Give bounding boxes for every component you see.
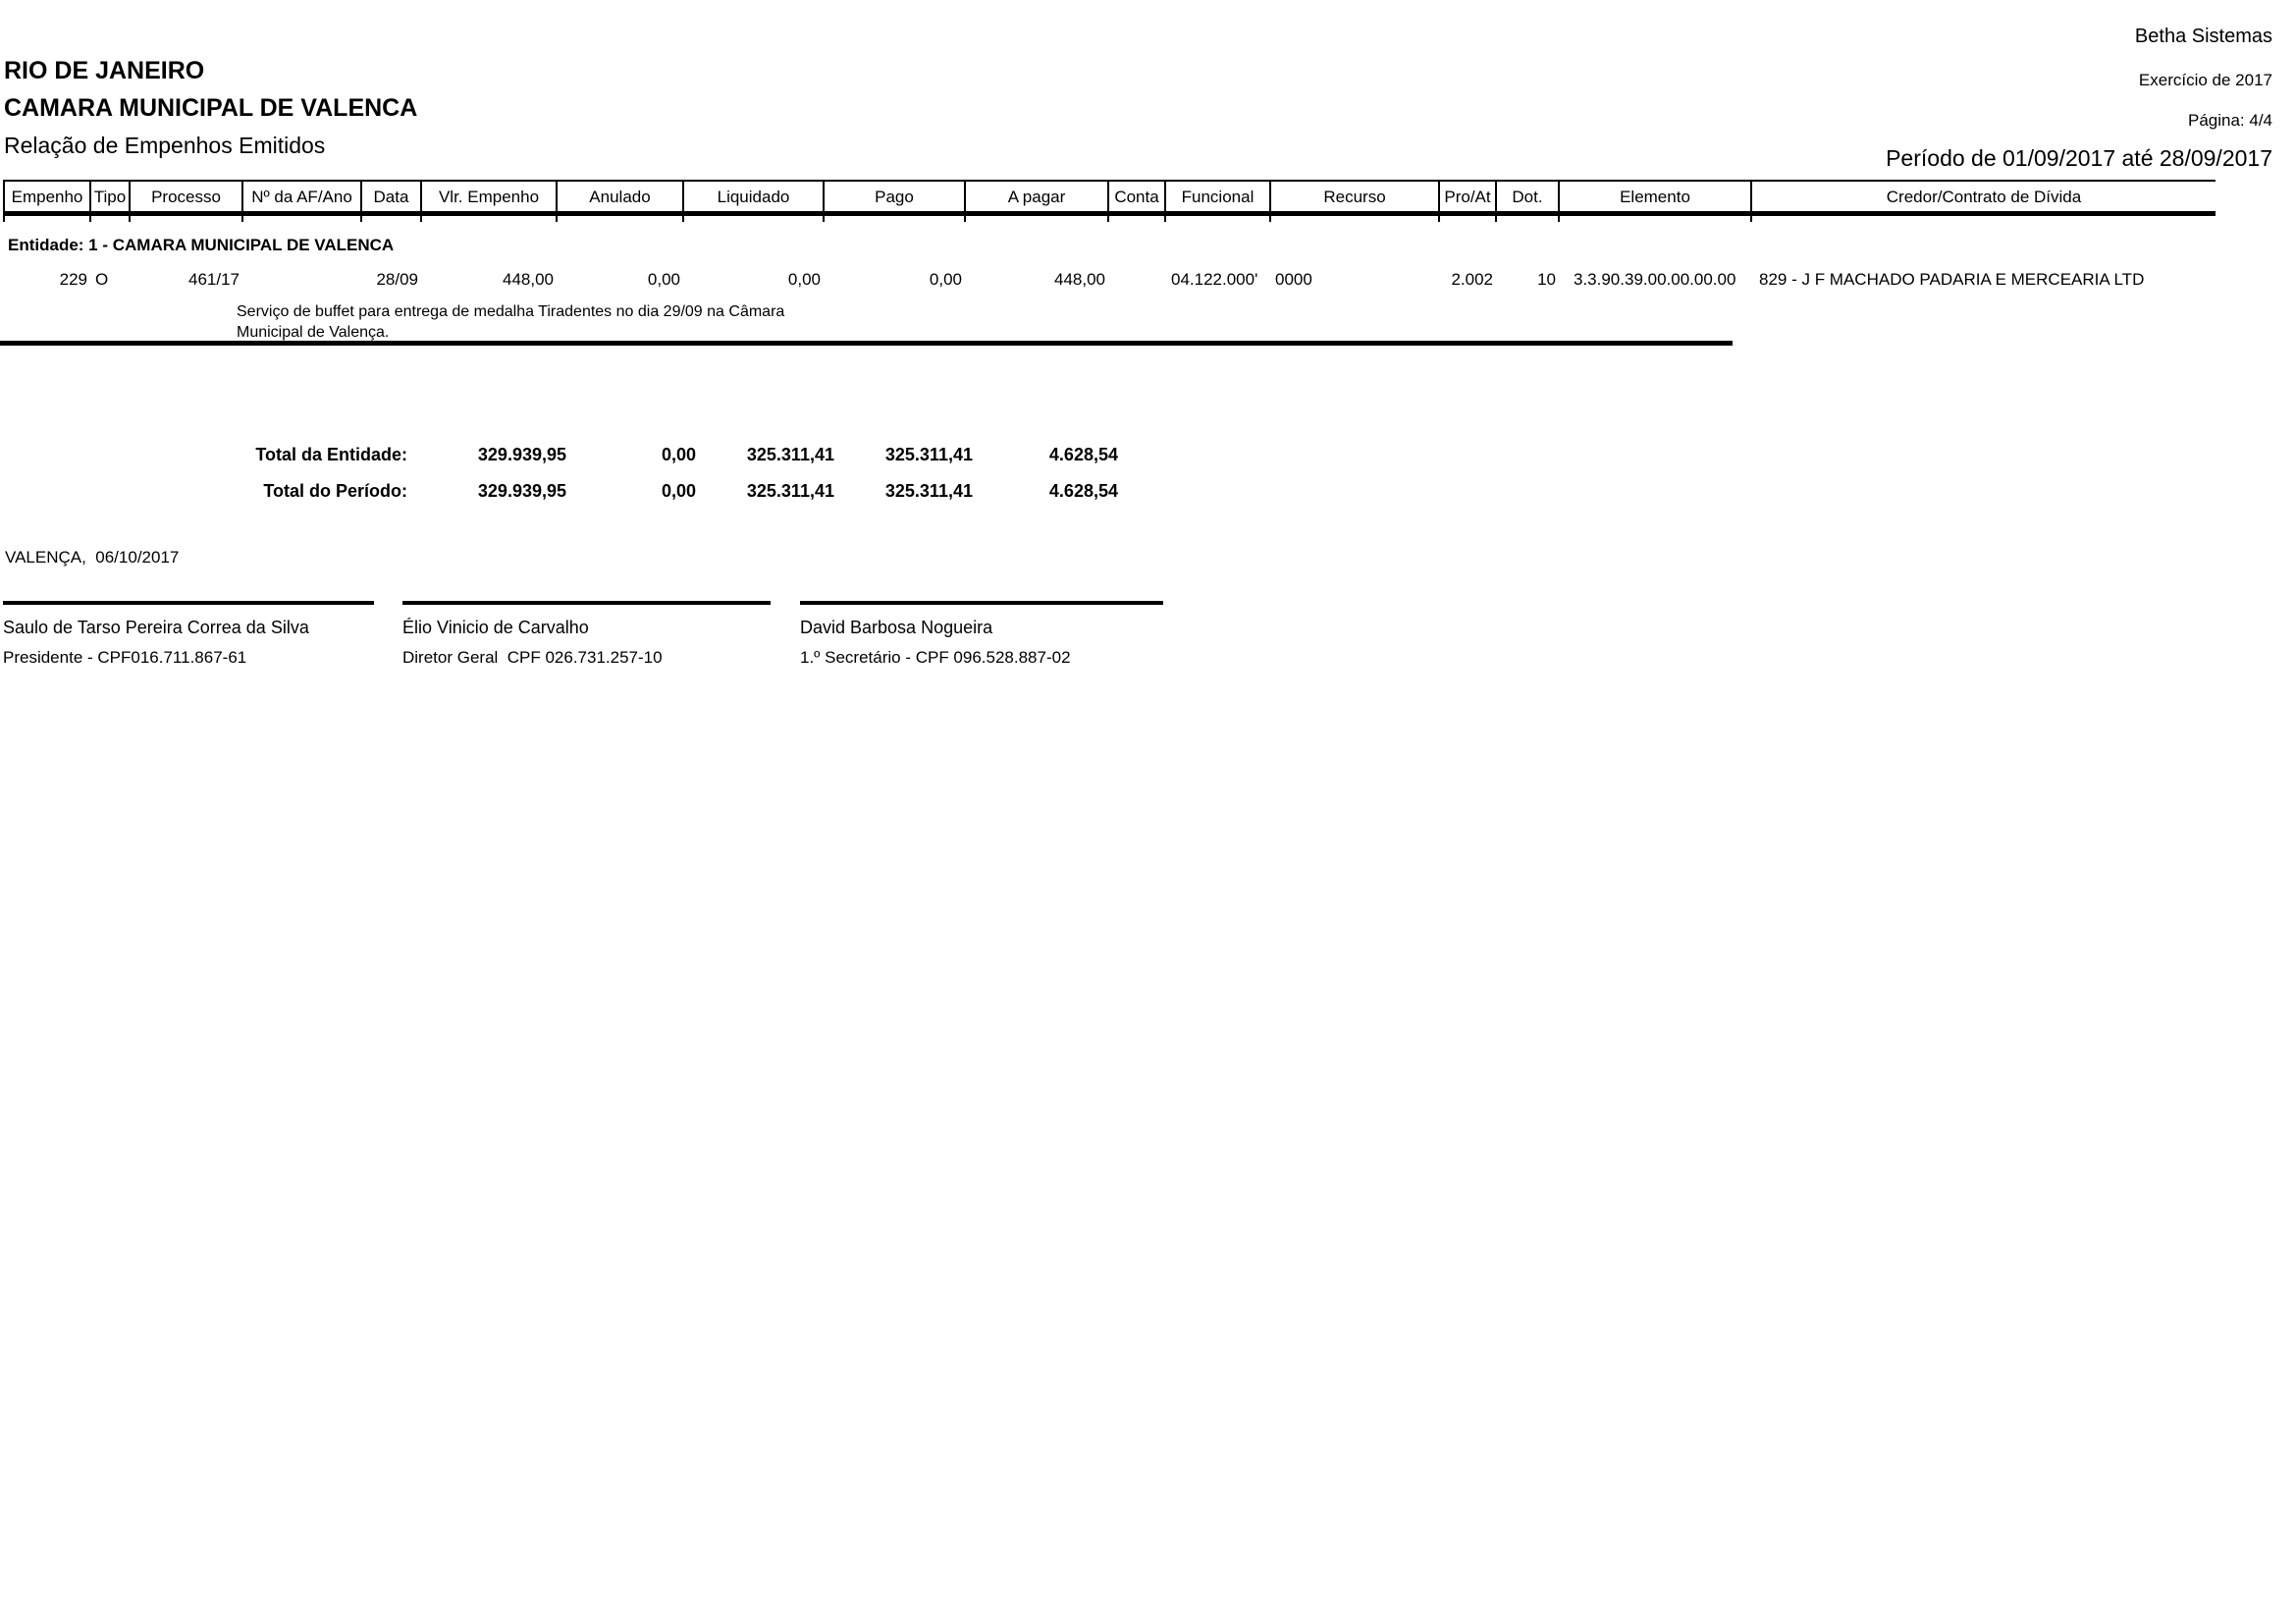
col-header-data: Data	[360, 182, 420, 211]
row-recurso: 0000	[1275, 270, 1312, 289]
signature-block-director: Élio Vinicio de Carvalho Diretor Geral C…	[402, 601, 771, 668]
col-header-dot: Dot.	[1495, 182, 1558, 211]
report-header-right: Betha Sistemas Exercício de 2017 Página:…	[1886, 26, 2272, 172]
col-header-liquidado: Liquidado	[682, 182, 823, 211]
vendor-name: Betha Sistemas	[2134, 26, 2272, 47]
signature-block-secretary: David Barbosa Nogueira 1.º Secretário - …	[800, 601, 1163, 668]
totals-period-label: Total do Período:	[263, 481, 407, 501]
row-af-ano	[241, 270, 360, 290]
signature-line	[3, 601, 374, 605]
entity-group-line: Entidade: 1 - CAMARA MUNICIPAL DE VALENC…	[8, 236, 395, 254]
row-a-pagar: 448,00	[1054, 270, 1105, 289]
table-row: 229 O 461/17 28/09 448,00 0,00 0,00 0,00…	[3, 270, 2216, 290]
signature-line	[402, 601, 771, 605]
row-processo: 461/17	[188, 270, 240, 289]
row-credor: 829 - J F MACHADO PADARIA E MERCEARIA LT…	[1759, 270, 2145, 289]
totals-period-a-pagar: 4.628,54	[1048, 481, 1118, 501]
col-header-vlr-empenho: Vlr. Empenho	[420, 182, 556, 211]
row-vlr-empenho: 448,00	[503, 270, 554, 289]
col-header-a-pagar: A pagar	[964, 182, 1107, 211]
col-header-anulado: Anulado	[556, 182, 682, 211]
period-label: Período de 01/09/2017 até 28/09/2017	[1886, 145, 2272, 172]
row-anulado: 0,00	[647, 270, 680, 289]
report-header-left: RIO DE JANEIRO CAMARA MUNICIPAL DE VALEN…	[4, 57, 417, 159]
signature-name: Saulo de Tarso Pereira Correa da Silva	[3, 618, 309, 637]
totals-period-liquidado: 325.311,41	[746, 481, 834, 501]
row-description: Serviço de buffet para entrega de medalh…	[237, 303, 785, 342]
row-elemento: 3.3.90.39.00.00.00.00	[1574, 270, 1736, 289]
col-header-af-ano: Nº da AF/Ano	[241, 182, 360, 211]
col-header-empenho: Empenho	[3, 182, 89, 211]
col-header-funcional: Funcional	[1164, 182, 1269, 211]
page-number: Página: 4/4	[2187, 110, 2272, 130]
signature-line	[800, 601, 1163, 605]
totals-entity-label: Total da Entidade:	[255, 445, 407, 464]
signature-title: Diretor Geral CPF 026.731.257-10	[402, 648, 663, 667]
signature-block-president: Saulo de Tarso Pereira Correa da Silva P…	[3, 601, 374, 668]
totals-entity-a-pagar: 4.628,54	[1048, 445, 1118, 464]
state-name: RIO DE JANEIRO	[4, 57, 205, 84]
entity-name: CAMARA MUNICIPAL DE VALENCA	[4, 94, 418, 122]
col-header-credor: Credor/Contrato de Dívida	[1750, 182, 2216, 211]
col-header-tipo: Tipo	[89, 182, 129, 211]
totals-period-pago: 325.311,41	[884, 481, 973, 501]
totals-period-row: Total do Período: 329.939,95 0,00 325.31…	[0, 481, 1118, 502]
row-empenho: 229	[59, 270, 87, 289]
totals-period-anulado: 0,00	[661, 481, 696, 501]
col-header-pro-at: Pro/At	[1438, 182, 1495, 211]
row-pro-at: 2.002	[1451, 270, 1493, 289]
signature-name: David Barbosa Nogueira	[800, 618, 993, 637]
row-conta	[1107, 270, 1164, 290]
row-pago: 0,00	[929, 270, 962, 289]
totals-entity-pago: 325.311,41	[884, 445, 973, 464]
section-divider	[0, 341, 1733, 346]
row-tipo: O	[95, 270, 109, 289]
exercise-label: Exercício de 2017	[2138, 71, 2272, 89]
col-header-conta: Conta	[1107, 182, 1164, 211]
signature-name: Élio Vinicio de Carvalho	[402, 618, 589, 637]
row-data: 28/09	[376, 270, 418, 289]
col-header-elemento: Elemento	[1558, 182, 1750, 211]
row-liquidado: 0,00	[787, 270, 821, 289]
signature-title: Presidente - CPF016.711.867-61	[3, 648, 247, 667]
table-header-row: Empenho Tipo Processo Nº da AF/Ano Data …	[3, 180, 2216, 216]
totals-entity-row: Total da Entidade: 329.939,95 0,00 325.3…	[0, 445, 1118, 465]
col-header-processo: Processo	[129, 182, 241, 211]
signature-title: 1.º Secretário - CPF 096.528.887-02	[800, 648, 1071, 667]
col-header-pago: Pago	[823, 182, 964, 211]
column-ticks	[3, 215, 2216, 222]
col-header-recurso: Recurso	[1269, 182, 1438, 211]
totals-entity-liquidado: 325.311,41	[746, 445, 834, 464]
report-title: Relação de Empenhos Emitidos	[4, 133, 326, 158]
totals-period-vlr-empenho: 329.939,95	[477, 481, 566, 501]
row-dot: 10	[1537, 270, 1556, 289]
totals-entity-anulado: 0,00	[661, 445, 696, 464]
row-funcional: 04.122.000'	[1171, 270, 1258, 289]
place-date: VALENÇA, 06/10/2017	[5, 548, 180, 567]
totals-entity-vlr-empenho: 329.939,95	[477, 445, 566, 464]
